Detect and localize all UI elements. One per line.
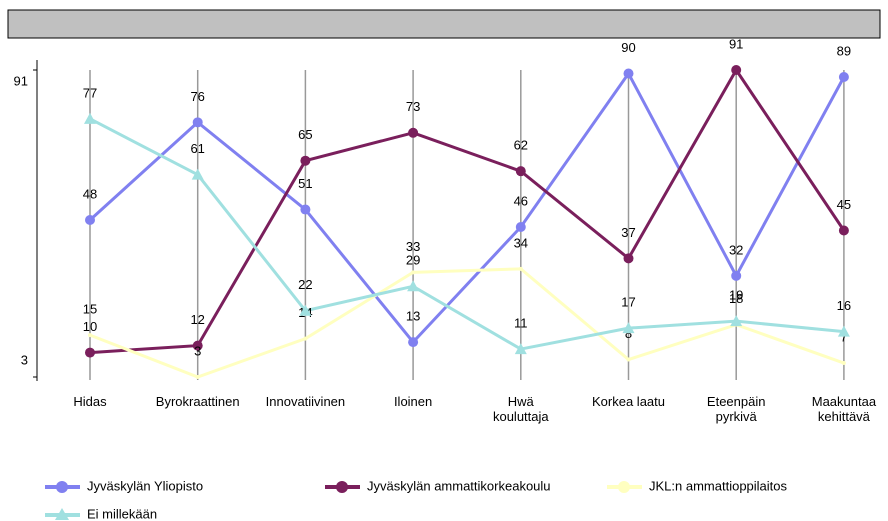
legend-marker — [56, 481, 68, 493]
point — [514, 343, 527, 355]
x-tick-label: Korkea laatu — [592, 394, 665, 409]
point — [299, 304, 312, 316]
point — [623, 253, 634, 264]
point — [195, 375, 200, 379]
header-bar — [7, 9, 881, 39]
point — [515, 166, 526, 177]
point — [838, 71, 849, 82]
point — [408, 127, 419, 138]
point — [191, 168, 204, 180]
data-label: 17 — [621, 295, 635, 310]
x-tick-label: Maakuntaa kehittävä — [812, 394, 877, 424]
data-label: 51 — [298, 176, 312, 191]
data-label: 3 — [194, 343, 201, 358]
data-label: 7 — [840, 329, 847, 344]
x-tick-label: Hidas — [73, 394, 107, 409]
y-tick-label: 91 — [14, 73, 28, 88]
data-label: 89 — [837, 43, 851, 58]
legend-marker — [618, 481, 630, 493]
point — [192, 117, 203, 128]
point — [841, 361, 846, 366]
data-label: 11 — [514, 316, 528, 331]
point — [518, 266, 523, 271]
point — [731, 270, 742, 281]
x-tick-label: Byrokraattinen — [156, 394, 240, 409]
data-label: 48 — [83, 186, 97, 201]
legend-label: Jyväskylän Yliopisto — [87, 478, 203, 493]
data-label: 13 — [406, 309, 420, 324]
data-label: 73 — [406, 99, 420, 114]
data-label: 32 — [729, 242, 743, 257]
point — [300, 155, 311, 166]
point — [731, 65, 742, 75]
point — [626, 357, 631, 362]
data-label: 29 — [406, 253, 420, 268]
point — [730, 315, 743, 327]
x-tick-label: Hwä kouluttaja — [493, 394, 549, 424]
data-label: 18 — [729, 291, 743, 306]
data-label: 76 — [190, 89, 204, 104]
legend-marker — [336, 481, 348, 493]
y-tick-label: 3 — [21, 352, 28, 367]
x-tick-label: Iloinen — [394, 394, 432, 409]
data-label: 65 — [298, 127, 312, 142]
data-label: 34 — [514, 235, 528, 250]
point — [303, 336, 308, 341]
point — [408, 337, 419, 348]
data-label: 10 — [83, 319, 97, 334]
data-label: 91 — [729, 36, 743, 51]
point — [623, 68, 634, 79]
data-label: 22 — [298, 277, 312, 292]
data-label: 19 — [729, 288, 743, 303]
point — [411, 270, 416, 275]
point — [838, 225, 849, 236]
series-line — [89, 67, 846, 355]
data-label: 61 — [190, 141, 204, 156]
data-label: 16 — [837, 298, 851, 313]
legend-label: Jyväskylän ammattikorkeakoulu — [367, 478, 551, 493]
series-line — [89, 117, 845, 351]
point — [85, 215, 95, 226]
point — [515, 221, 526, 232]
data-label: 33 — [406, 239, 420, 254]
data-label: 90 — [621, 40, 635, 55]
data-label: 37 — [621, 225, 635, 240]
legend-label: JKL:n ammattioppilaitos — [649, 478, 788, 493]
point — [407, 280, 420, 292]
data-label: 62 — [514, 138, 528, 153]
point — [300, 204, 311, 215]
point — [88, 333, 92, 338]
point — [84, 112, 96, 124]
legend-label: Ei millekään — [87, 506, 157, 521]
x-tick-label: Eteenpäin pyrkivä — [707, 394, 766, 424]
point — [85, 347, 95, 358]
legend-marker — [55, 508, 69, 520]
data-label: 45 — [837, 197, 851, 212]
data-label: 46 — [514, 193, 528, 208]
data-label: 12 — [190, 312, 204, 327]
series-line — [88, 70, 846, 345]
data-label: 77 — [83, 85, 97, 100]
series-line — [89, 267, 845, 379]
x-tick-label: Innovatiivinen — [266, 394, 346, 409]
point — [192, 340, 203, 351]
data-label: 8 — [625, 326, 632, 341]
point — [622, 322, 635, 334]
data-label: 15 — [83, 302, 97, 317]
point — [837, 325, 850, 337]
